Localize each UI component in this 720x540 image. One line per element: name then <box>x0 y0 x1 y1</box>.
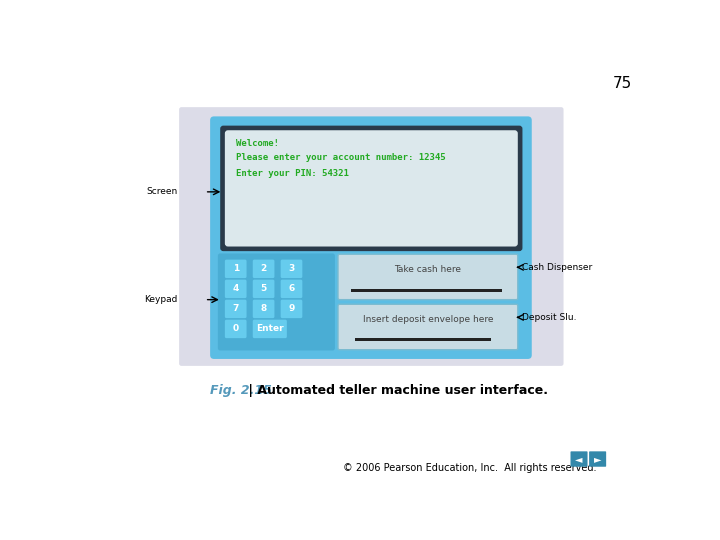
Text: 5: 5 <box>261 285 266 293</box>
Text: Keypad: Keypad <box>144 295 178 304</box>
Text: 8: 8 <box>261 305 266 313</box>
Text: 6: 6 <box>289 285 294 293</box>
FancyBboxPatch shape <box>225 300 246 318</box>
Text: Insert deposit envelope here: Insert deposit envelope here <box>363 315 493 324</box>
Text: 9: 9 <box>288 305 294 313</box>
Text: Welcome!: Welcome! <box>235 139 279 148</box>
FancyBboxPatch shape <box>218 253 335 350</box>
Text: Take cash here: Take cash here <box>395 265 462 274</box>
Text: Deposit Slu.: Deposit Slu. <box>523 313 577 322</box>
Text: 75: 75 <box>613 76 632 91</box>
Text: ◄: ◄ <box>575 454 582 464</box>
FancyBboxPatch shape <box>225 280 246 298</box>
FancyBboxPatch shape <box>225 320 246 338</box>
Text: 0: 0 <box>233 325 239 333</box>
FancyBboxPatch shape <box>589 451 606 467</box>
Text: 3: 3 <box>289 265 294 273</box>
FancyBboxPatch shape <box>220 126 523 251</box>
FancyBboxPatch shape <box>338 254 518 300</box>
FancyBboxPatch shape <box>225 260 246 278</box>
Text: 4: 4 <box>233 285 239 293</box>
Text: 7: 7 <box>233 305 239 313</box>
Text: 2: 2 <box>261 265 266 273</box>
Text: Screen: Screen <box>146 187 178 197</box>
Text: © 2006 Pearson Education, Inc.  All rights reserved.: © 2006 Pearson Education, Inc. All right… <box>343 463 596 473</box>
Text: Please enter your account number: 12345: Please enter your account number: 12345 <box>235 153 446 163</box>
Text: Enter: Enter <box>256 325 284 333</box>
Bar <box>355 338 490 341</box>
FancyBboxPatch shape <box>210 117 532 359</box>
FancyBboxPatch shape <box>179 107 564 366</box>
Text: Fig. 2.15: Fig. 2.15 <box>210 384 272 397</box>
FancyBboxPatch shape <box>281 280 302 298</box>
Bar <box>351 289 503 292</box>
Text: Cash Dispenser: Cash Dispenser <box>523 263 593 272</box>
Text: ►: ► <box>594 454 601 464</box>
Text: 1: 1 <box>233 265 239 273</box>
FancyBboxPatch shape <box>253 320 287 338</box>
FancyBboxPatch shape <box>338 304 518 350</box>
FancyBboxPatch shape <box>253 260 274 278</box>
Text: Enter your PIN: 54321: Enter your PIN: 54321 <box>235 168 348 178</box>
FancyBboxPatch shape <box>253 300 274 318</box>
FancyBboxPatch shape <box>253 280 274 298</box>
FancyBboxPatch shape <box>225 130 518 247</box>
FancyBboxPatch shape <box>281 260 302 278</box>
Text: | Automated teller machine user interface.: | Automated teller machine user interfac… <box>244 384 548 397</box>
FancyBboxPatch shape <box>570 451 588 467</box>
FancyBboxPatch shape <box>281 300 302 318</box>
